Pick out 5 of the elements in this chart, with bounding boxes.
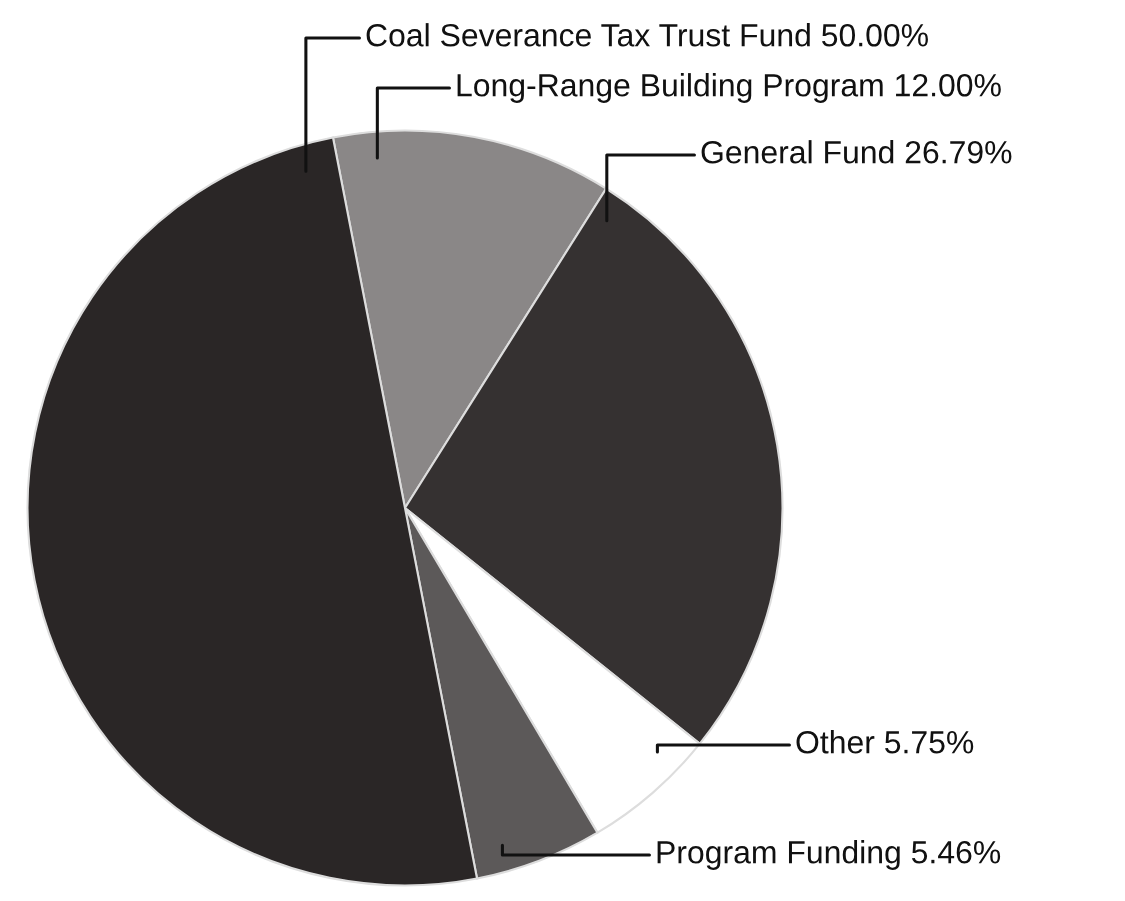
slice-label: Other 5.75% <box>796 730 974 754</box>
slice-label: Coal Severance Tax Trust Fund 50.00% <box>366 23 928 47</box>
slice-label: General Fund 26.79% <box>701 140 1012 164</box>
slice-label: Long-Range Building Program 12.00% <box>457 73 1001 103</box>
slice-label: Program Funding 5.46% <box>657 840 1001 870</box>
